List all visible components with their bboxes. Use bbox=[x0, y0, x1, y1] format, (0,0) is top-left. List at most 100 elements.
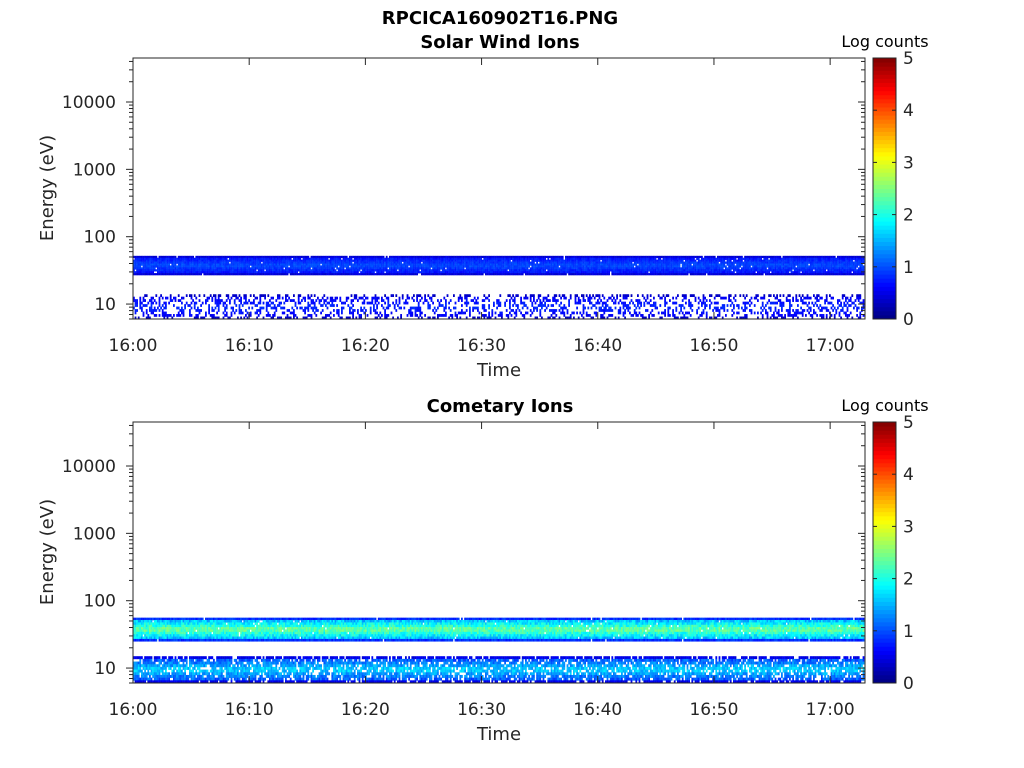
heatmap-cell bbox=[513, 259, 516, 262]
heatmap-cell bbox=[313, 267, 316, 270]
heatmap-cell bbox=[443, 257, 446, 260]
heatmap-cell bbox=[737, 263, 740, 266]
heatmap-cell bbox=[269, 265, 271, 268]
heatmap-cell bbox=[189, 304, 191, 307]
heatmap-cell bbox=[697, 259, 700, 262]
heatmap-cell bbox=[841, 261, 844, 264]
heatmap-cell bbox=[307, 304, 310, 307]
heatmap-cell bbox=[195, 263, 198, 266]
heatmap-cell bbox=[320, 299, 322, 302]
heatmap-cell bbox=[504, 257, 506, 260]
heatmap-cell bbox=[342, 257, 345, 260]
heatmap-cell bbox=[603, 257, 606, 260]
heatmap-cell bbox=[790, 267, 793, 270]
heatmap-cell bbox=[654, 273, 657, 276]
heatmap-cell bbox=[843, 271, 846, 274]
heatmap-cell bbox=[595, 255, 598, 259]
heatmap-cell bbox=[621, 261, 623, 264]
heatmap-cell bbox=[361, 257, 364, 260]
heatmap-cell bbox=[672, 257, 674, 260]
heatmap-cell bbox=[185, 263, 188, 266]
heatmap-cell bbox=[299, 294, 302, 297]
heatmap-cell bbox=[681, 255, 684, 259]
heatmap-cell bbox=[259, 259, 262, 262]
heatmap-cell bbox=[141, 301, 143, 305]
heatmap-cell bbox=[272, 306, 274, 310]
heatmap-cell bbox=[505, 273, 508, 276]
heatmap-cell bbox=[680, 261, 682, 264]
heatmap-cell bbox=[752, 255, 754, 259]
heatmap-cell bbox=[457, 257, 460, 260]
heatmap-cell bbox=[467, 261, 470, 264]
heatmap-cell bbox=[829, 257, 831, 260]
heatmap-cell bbox=[309, 259, 311, 262]
heatmap-cell bbox=[616, 257, 618, 260]
heatmap-cell bbox=[518, 261, 521, 264]
heatmap-cell bbox=[697, 265, 700, 268]
heatmap-cell bbox=[454, 263, 457, 266]
heatmap-cell bbox=[297, 267, 300, 270]
heatmap-cell bbox=[545, 263, 548, 266]
heatmap-cell bbox=[763, 261, 766, 264]
heatmap-cell bbox=[765, 257, 767, 260]
heatmap-cell bbox=[360, 271, 362, 274]
heatmap-cell bbox=[833, 267, 836, 270]
heatmap-cell bbox=[552, 261, 554, 264]
heatmap-cell bbox=[622, 271, 625, 274]
heatmap-cell bbox=[137, 257, 140, 260]
heatmap-cell bbox=[777, 263, 780, 266]
heatmap-cell bbox=[253, 257, 255, 260]
heatmap-cell bbox=[349, 255, 351, 259]
heatmap-cell bbox=[217, 269, 220, 272]
heatmap-cell bbox=[389, 269, 391, 272]
heatmap-cell bbox=[189, 263, 191, 266]
heatmap-cell bbox=[329, 259, 332, 262]
heatmap-cell bbox=[259, 294, 262, 297]
heatmap-cell bbox=[149, 265, 151, 268]
heatmap-cell bbox=[790, 261, 793, 264]
heatmap-cell bbox=[649, 267, 652, 270]
heatmap-cell bbox=[318, 257, 321, 260]
heatmap-cell bbox=[413, 263, 415, 266]
heatmap-cell bbox=[262, 267, 265, 270]
heatmap-cell bbox=[342, 267, 345, 270]
heatmap-cell bbox=[333, 273, 335, 276]
heatmap-cell bbox=[653, 257, 655, 260]
heatmap-cell bbox=[472, 263, 474, 266]
heatmap-cell bbox=[149, 269, 151, 272]
heatmap-cell bbox=[262, 265, 265, 268]
heatmap-cell bbox=[213, 259, 215, 262]
heatmap-cell bbox=[253, 273, 255, 276]
heatmap-cell bbox=[689, 257, 692, 260]
heatmap-cell bbox=[509, 271, 511, 274]
heatmap-cell bbox=[137, 269, 140, 272]
heatmap-cell bbox=[752, 257, 754, 260]
heatmap-cell bbox=[256, 261, 258, 264]
heatmap-cell bbox=[238, 299, 241, 302]
heatmap-cell bbox=[429, 263, 431, 266]
heatmap-cell bbox=[457, 273, 460, 276]
heatmap-cell bbox=[693, 269, 695, 272]
heatmap-cell bbox=[475, 273, 478, 276]
heatmap-cell bbox=[782, 255, 785, 259]
heatmap-cell bbox=[640, 257, 642, 260]
heatmap-cell bbox=[489, 261, 492, 264]
heatmap-cell bbox=[723, 259, 726, 262]
heatmap-cell bbox=[313, 257, 316, 260]
heatmap-cell bbox=[206, 255, 209, 259]
heatmap-cell bbox=[144, 261, 146, 264]
heatmap-cell bbox=[654, 271, 657, 274]
heatmap-cell bbox=[469, 263, 471, 266]
heatmap-cell bbox=[165, 261, 167, 264]
heatmap-cell bbox=[163, 273, 166, 276]
heatmap-cell bbox=[817, 259, 820, 262]
heatmap-cell bbox=[163, 314, 166, 317]
heatmap-cell bbox=[157, 271, 159, 274]
heatmap-cell bbox=[505, 265, 508, 268]
heatmap-cell bbox=[827, 267, 830, 270]
heatmap-cell bbox=[809, 271, 812, 274]
heatmap-cell bbox=[139, 299, 142, 302]
heatmap-cell bbox=[659, 269, 662, 272]
heatmap-cell bbox=[158, 299, 161, 302]
heatmap-cell bbox=[312, 271, 314, 274]
